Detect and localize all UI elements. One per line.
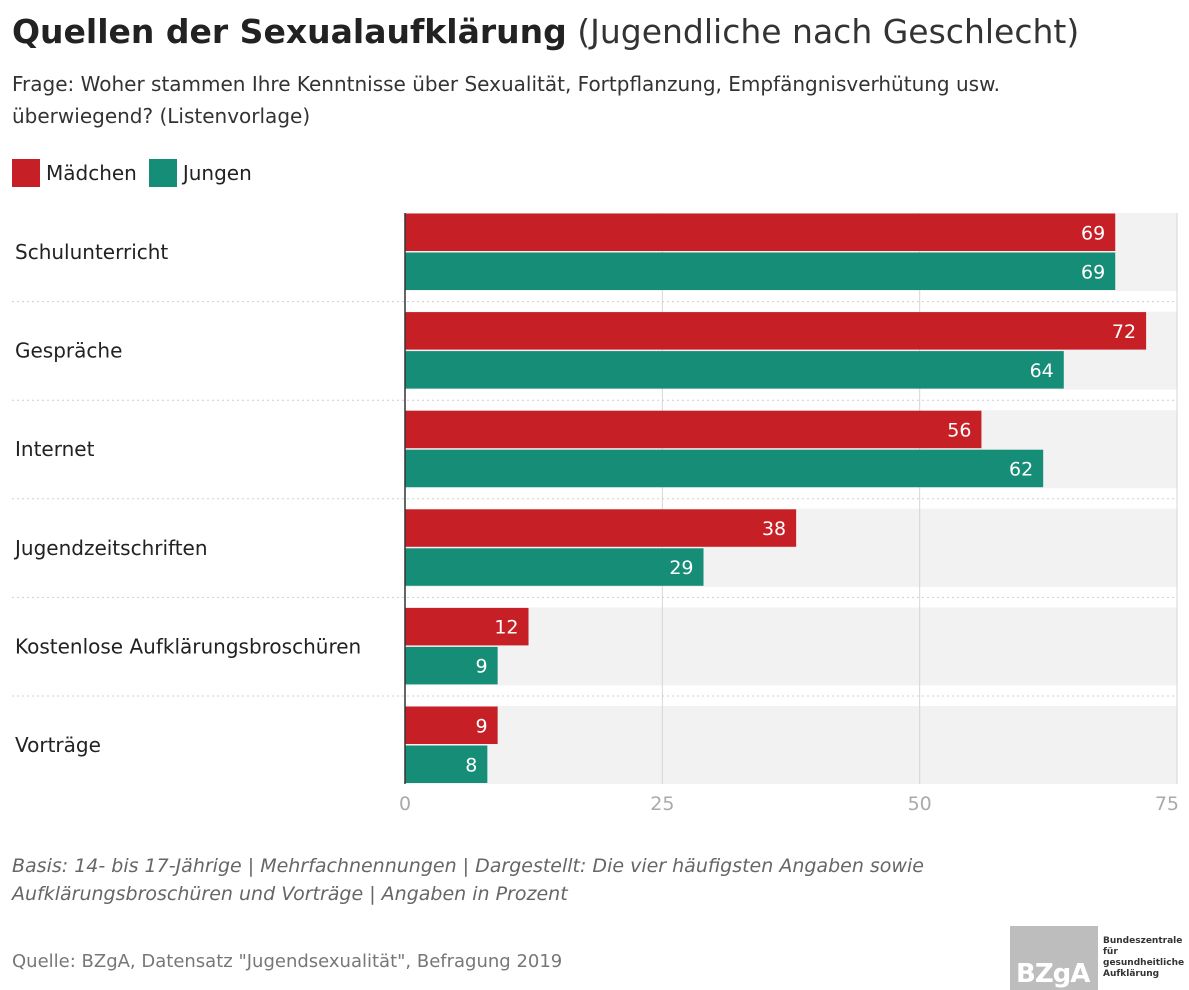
bar-jungen xyxy=(405,745,488,783)
legend-swatch-maedchen xyxy=(12,159,40,187)
legend-label-maedchen: Mädchen xyxy=(46,161,137,185)
bar-jungen xyxy=(405,449,1044,488)
x-tick-label: 50 xyxy=(908,793,932,815)
row-band xyxy=(405,607,1177,686)
category-label: Jugendzeitschriften xyxy=(13,536,208,560)
category-label: Vorträge xyxy=(15,733,101,757)
bar-jungen xyxy=(405,351,1064,389)
bar-value-label: 9 xyxy=(476,656,488,678)
bar-value-label: 29 xyxy=(669,557,693,579)
bar-value-label: 69 xyxy=(1081,261,1105,283)
bar-value-label: 62 xyxy=(1009,458,1033,480)
legend-label-jungen: Jungen xyxy=(182,161,252,185)
legend: Mädchen Jungen xyxy=(12,158,264,188)
bar-jungen xyxy=(405,252,1116,290)
chart-question: Frage: Woher stammen Ihre Kenntnisse übe… xyxy=(12,72,1000,128)
chart-title-sub: (Jugendliche nach Geschlecht) xyxy=(577,12,1080,51)
bar-maedchen xyxy=(405,312,1147,350)
bzga-organization-name: Bundeszentrale für gesundheitliche Aufkl… xyxy=(1103,936,1185,979)
footnote: Basis: 14- bis 17-Jährige | Mehrfachnenn… xyxy=(12,855,924,905)
row-band xyxy=(405,706,1177,784)
bar-maedchen xyxy=(405,509,797,547)
source-line: Quelle: BZgA, Datensatz "Jugendsexualitä… xyxy=(12,951,563,972)
bar-jungen xyxy=(405,548,704,586)
bzga-logo-text: BZgA xyxy=(1016,959,1090,989)
bar-value-label: 69 xyxy=(1081,222,1105,244)
bar-maedchen xyxy=(405,410,982,449)
bar-value-label: 72 xyxy=(1112,321,1136,343)
chart-title-main: Quellen der Sexualaufklärung xyxy=(12,12,567,51)
bar-value-label: 56 xyxy=(947,419,971,441)
legend-item-maedchen: Mädchen xyxy=(12,158,137,188)
bzga-logo: BZgA xyxy=(1010,926,1098,990)
bar-jungen xyxy=(405,646,498,685)
legend-swatch-jungen xyxy=(148,159,177,187)
bar-value-label: 38 xyxy=(762,518,786,540)
bar-maedchen xyxy=(405,706,498,744)
x-tick-label: 25 xyxy=(650,793,674,815)
category-label: Gespräche xyxy=(15,339,122,363)
bar-maedchen xyxy=(405,213,1116,251)
bar-value-label: 8 xyxy=(465,754,477,776)
chart-title: Quellen der Sexualaufklärung (Jugendlich… xyxy=(12,10,1079,54)
category-label: Kostenlose Aufklärungsbroschüren xyxy=(15,634,361,658)
category-label: Schulunterricht xyxy=(15,240,168,264)
bar-value-label: 64 xyxy=(1030,360,1054,382)
bar-value-label: 9 xyxy=(476,715,488,737)
category-label: Internet xyxy=(15,437,95,461)
x-tick-label: 75 xyxy=(1155,793,1179,815)
bar-maedchen xyxy=(405,607,529,646)
x-tick-label: 0 xyxy=(399,793,411,815)
bar-value-label: 12 xyxy=(494,617,518,639)
legend-item-jungen: Jungen xyxy=(148,158,252,188)
bar-chart: 69 69 Schulunterricht 72 64 Gespräche 56 62 Inte… xyxy=(12,213,1179,815)
